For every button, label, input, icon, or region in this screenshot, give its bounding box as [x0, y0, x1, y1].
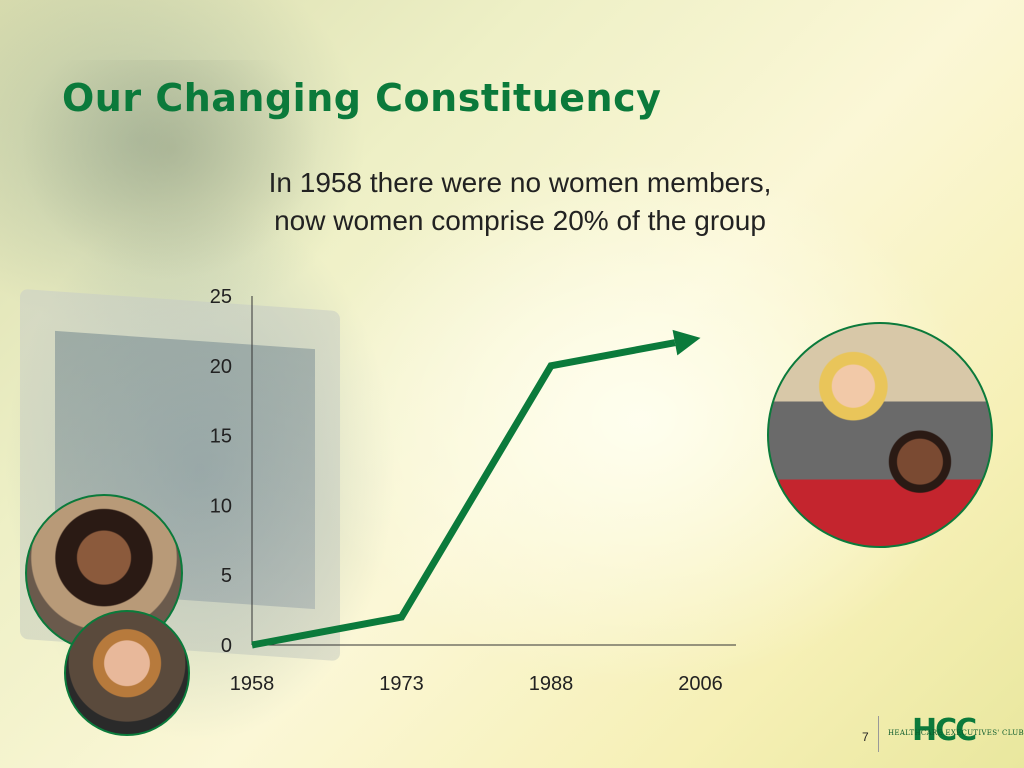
x-tick-label: 1958 [230, 673, 275, 695]
member-photo-woman-blonde [64, 610, 190, 736]
x-tick-label: 2006 [678, 673, 723, 695]
member-photo-two-women [767, 322, 993, 548]
slide-title: Our Changing Constituency [62, 76, 662, 120]
y-tick-label: 5 [221, 565, 232, 587]
series-line [251, 339, 676, 649]
logo-caption: HEALTHCARE EXECUTIVES' CLUB [888, 729, 1024, 737]
y-tick-label: 10 [210, 495, 232, 517]
y-tick-label: 25 [210, 286, 232, 308]
hcc-logo: HCC [912, 713, 977, 748]
series-arrowhead [672, 329, 701, 356]
slide-subtitle: In 1958 there were no women members, now… [170, 164, 870, 240]
x-tick-label: 1988 [529, 673, 574, 695]
caduceus-background-image [20, 60, 320, 280]
y-tick-label: 15 [210, 426, 232, 448]
y-tick-label: 20 [210, 356, 232, 378]
y-tick-label: 0 [221, 635, 232, 657]
subtitle-line-2: now women comprise 20% of the group [274, 205, 766, 236]
page-number: 7 [862, 730, 869, 744]
footer-divider [878, 716, 879, 752]
x-tick-label: 1973 [379, 673, 424, 695]
subtitle-line-1: In 1958 there were no women members, [268, 167, 772, 198]
